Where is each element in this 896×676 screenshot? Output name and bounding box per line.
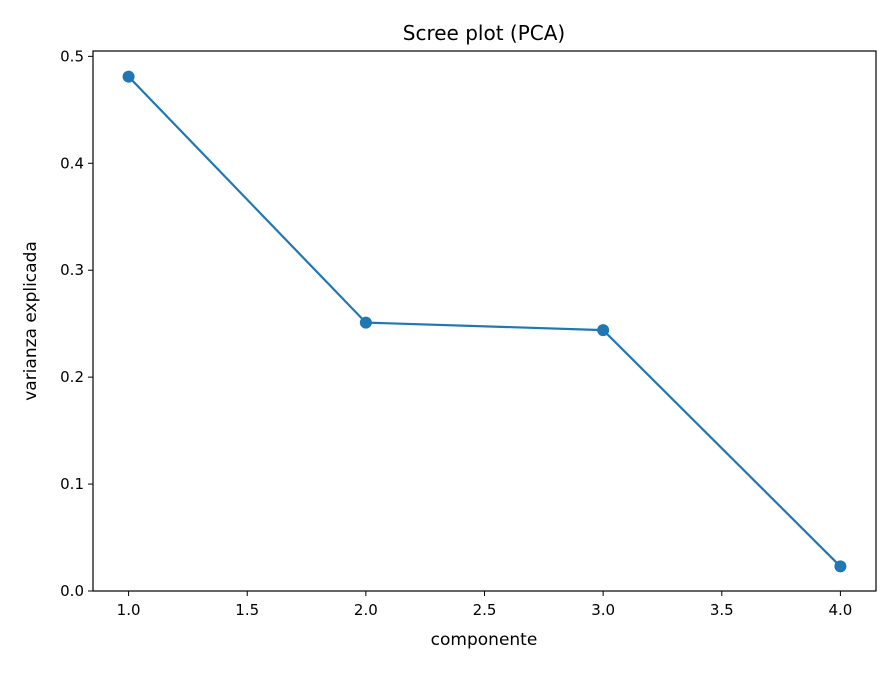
y-tick-label: 0.0 bbox=[60, 582, 84, 600]
x-tick-label: 3.0 bbox=[591, 601, 615, 619]
y-axis-label: varianza explicada bbox=[21, 241, 41, 401]
ticks-group: 1.0 1.5 2.0 2.5 3.0 3.5 4.0 0.0 0.1 0.2 0.3 0.4 0.5 bbox=[60, 47, 852, 619]
series-group bbox=[122, 70, 847, 573]
x-tick-label: 1.0 bbox=[117, 601, 141, 619]
series-line bbox=[127, 75, 842, 568]
data-point bbox=[359, 316, 372, 329]
chart-title: Scree plot (PCA) bbox=[403, 21, 565, 45]
data-point bbox=[122, 70, 135, 83]
axes-group bbox=[92, 50, 877, 592]
x-tick-label: 1.5 bbox=[235, 601, 259, 619]
y-tick-label: 0.3 bbox=[60, 261, 84, 279]
y-tick-label: 0.5 bbox=[60, 47, 84, 65]
data-point bbox=[597, 324, 610, 337]
x-tick-label: 2.0 bbox=[354, 601, 378, 619]
x-tick-label: 3.5 bbox=[710, 601, 734, 619]
plot-frame bbox=[92, 50, 877, 592]
x-tick-label: 2.5 bbox=[473, 601, 497, 619]
x-axis-label: componente bbox=[431, 630, 538, 650]
y-tick-label: 0.2 bbox=[60, 368, 84, 386]
x-tick-label: 4.0 bbox=[828, 601, 852, 619]
y-tick-label: 0.4 bbox=[60, 154, 84, 172]
y-tick-label: 0.1 bbox=[60, 475, 84, 493]
data-point bbox=[834, 560, 847, 573]
